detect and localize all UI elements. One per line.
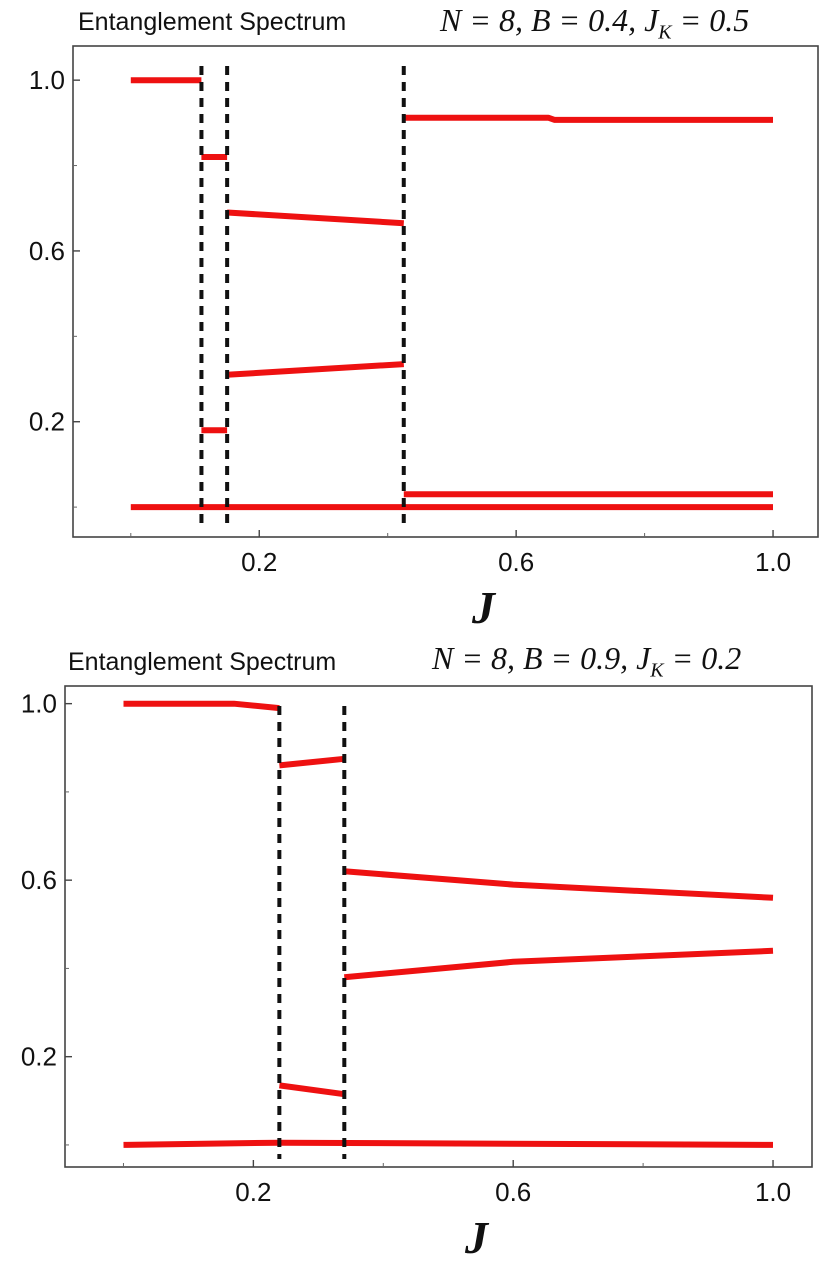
chart-parameters: N = 8, B = 0.4, JK = 0.5 — [440, 2, 749, 44]
plot-frame — [72, 45, 819, 538]
x-tick-label: 1.0 — [755, 1177, 791, 1207]
chart-parameters-tail: = 0.5 — [671, 2, 750, 38]
chart-plot-area: 0.2 0.6 1.0 0.2 0.6 1.0 J — [21, 685, 813, 1263]
chart-panel-1: Entanglement Spectrum N = 8, B = 0.4, JK… — [0, 0, 830, 636]
y-tick-label: 0.2 — [21, 1042, 57, 1072]
series-line — [278, 1082, 345, 1098]
x-tick-label: 0.2 — [235, 1177, 271, 1207]
x-tick-label: 1.0 — [755, 547, 791, 577]
plot-frame — [64, 685, 813, 1168]
x-axis-title: J — [464, 1212, 490, 1263]
series-line — [226, 361, 404, 378]
y-tick-label: 1.0 — [21, 689, 57, 719]
series-line — [226, 209, 404, 227]
chart-parameters-main: N = 8, B = 0.4, J — [440, 2, 659, 38]
chart-title-row: Entanglement Spectrum N = 8, B = 0.4, JK… — [0, 0, 830, 46]
y-tick-label: 0.6 — [21, 865, 57, 895]
chart-parameters-main: N = 8, B = 0.9, J — [432, 640, 651, 676]
y-tick-label: 0.2 — [29, 407, 65, 437]
chart-parameters-subscript: K — [658, 21, 672, 44]
chart-parameters: N = 8, B = 0.9, JK = 0.2 — [432, 640, 741, 682]
series-line — [403, 114, 773, 123]
series-line — [344, 868, 774, 901]
series-line — [344, 947, 774, 981]
series-line — [123, 700, 280, 712]
chart-parameters-subscript: K — [650, 659, 664, 682]
chart-panel-2: Entanglement Spectrum N = 8, B = 0.9, JK… — [0, 636, 830, 1273]
chart-title: Entanglement Spectrum — [68, 648, 337, 676]
x-axis-title: J — [471, 582, 497, 633]
chart-title-row: Entanglement Spectrum N = 8, B = 0.9, JK… — [0, 636, 830, 682]
chart-parameters-tail: = 0.2 — [663, 640, 742, 676]
x-tick-label: 0.2 — [241, 547, 277, 577]
y-tick-label: 1.0 — [29, 65, 65, 95]
y-tick-label: 0.6 — [29, 236, 65, 266]
x-tick-label: 0.6 — [495, 1177, 531, 1207]
series-line — [279, 755, 345, 769]
chart-plot-area: 0.2 0.6 1.0 0.2 0.6 1.0 J — [29, 45, 819, 633]
series-line — [123, 1139, 774, 1148]
chart-title: Entanglement Spectrum — [78, 8, 347, 36]
x-tick-label: 0.6 — [498, 547, 534, 577]
